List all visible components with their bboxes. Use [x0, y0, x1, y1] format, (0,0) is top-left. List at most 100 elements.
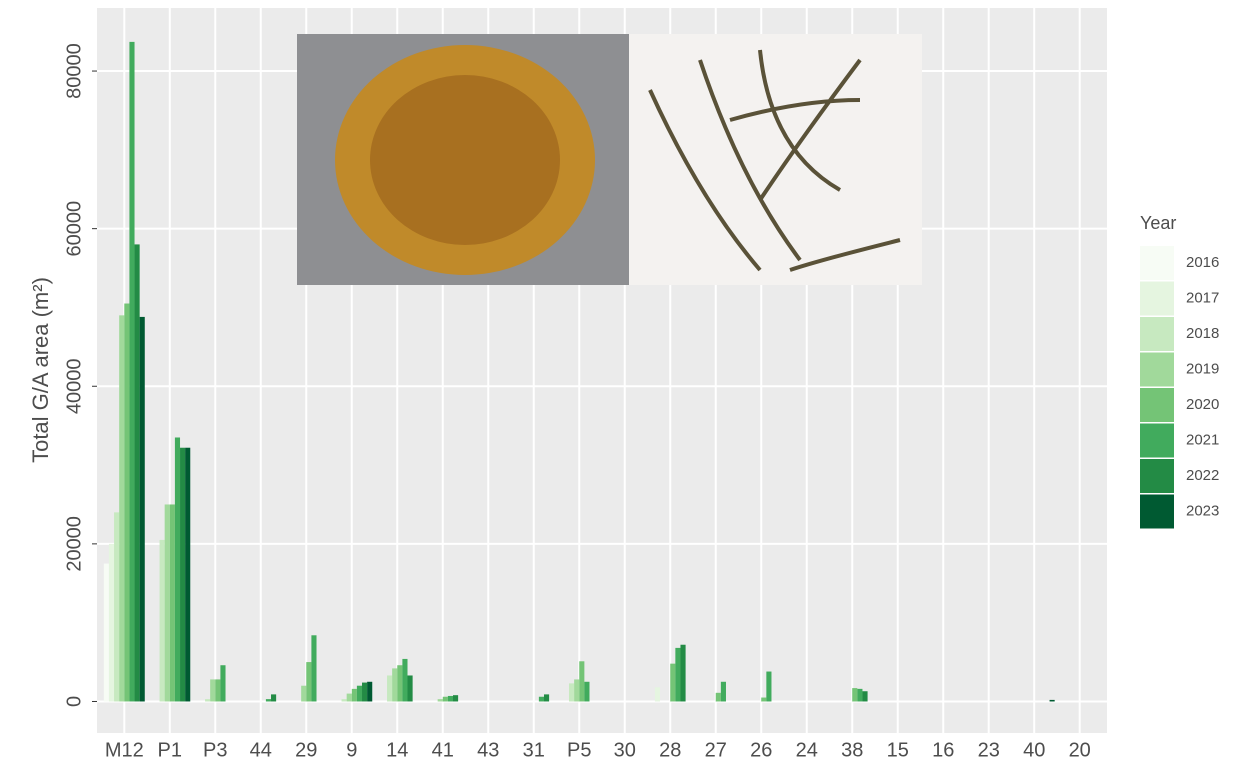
legend-key — [1140, 246, 1174, 280]
y-axis-title: Total G/A area (m²) — [28, 277, 53, 463]
legend-key — [1140, 388, 1174, 422]
bar — [306, 662, 311, 701]
bar — [175, 437, 180, 701]
x-tick-label: 16 — [932, 739, 954, 761]
x-tick-label: 24 — [796, 739, 818, 761]
x-tick-label: P3 — [203, 739, 227, 761]
bar — [135, 244, 140, 701]
photo-left-alga-core — [370, 75, 560, 245]
x-tick-label: 20 — [1069, 739, 1091, 761]
legend-key — [1140, 495, 1174, 529]
legend-key — [1140, 459, 1174, 493]
y-tick-label: 0 — [63, 696, 85, 707]
bar — [266, 699, 271, 701]
bar — [271, 694, 276, 701]
legend-label: 2016 — [1186, 254, 1219, 271]
legend-title: Year — [1140, 213, 1176, 233]
y-tick-label: 60000 — [63, 201, 85, 257]
legend-label: 2019 — [1186, 360, 1219, 377]
bar — [716, 693, 721, 702]
bar — [408, 675, 413, 701]
x-tick-label: 43 — [477, 739, 499, 761]
y-tick-label: 20000 — [63, 516, 85, 572]
bar — [387, 675, 392, 701]
x-tick-label: 29 — [295, 739, 317, 761]
bar — [119, 315, 124, 701]
bar — [367, 682, 372, 702]
x-tick-label: 40 — [1023, 739, 1045, 761]
bar — [857, 689, 862, 702]
bar — [675, 648, 680, 702]
x-tick-label: 44 — [250, 739, 272, 761]
legend-label: 2023 — [1186, 502, 1219, 519]
bar — [347, 694, 352, 702]
bar — [357, 686, 362, 702]
bar — [438, 699, 443, 701]
legend-label: 2021 — [1186, 431, 1219, 448]
legend-label: 2022 — [1186, 467, 1219, 484]
bar — [670, 664, 675, 702]
bar — [544, 694, 549, 701]
bar — [402, 659, 407, 702]
bar — [124, 304, 129, 702]
bar — [342, 699, 347, 701]
bar — [170, 504, 175, 701]
bar — [862, 691, 867, 701]
legend-label: 2018 — [1186, 325, 1219, 342]
legend-key — [1140, 353, 1174, 387]
bar — [539, 697, 544, 702]
x-tick-label: M12 — [105, 739, 144, 761]
bar — [574, 679, 579, 701]
bar — [114, 512, 119, 701]
bar — [362, 683, 367, 702]
inset-photos — [297, 34, 922, 285]
y-tick-label: 40000 — [63, 358, 85, 414]
x-tick-label: P1 — [158, 739, 182, 761]
bar — [180, 448, 185, 702]
x-tick-label: 23 — [978, 739, 1000, 761]
legend-key — [1140, 424, 1174, 458]
x-tick-label: 30 — [614, 739, 636, 761]
bar — [448, 696, 453, 702]
legend-key — [1140, 317, 1174, 351]
x-tick-label: 41 — [432, 739, 454, 761]
legend: 2016 2017 2018 2019 2020 2021 2022 2023 — [1140, 246, 1219, 529]
bar — [215, 679, 220, 701]
bar — [104, 564, 109, 702]
bar — [392, 668, 397, 701]
x-tick-label: 28 — [659, 739, 681, 761]
bar — [129, 42, 134, 702]
bar — [140, 317, 145, 702]
bar — [680, 645, 685, 702]
bar — [584, 682, 589, 702]
legend-label: 2017 — [1186, 289, 1219, 306]
bar — [852, 688, 857, 701]
bar — [205, 699, 210, 701]
bar — [721, 682, 726, 702]
chart: Total G/A area (m²) 0 20000 40000 60000 8000… — [0, 0, 1238, 768]
bar — [397, 665, 402, 701]
x-tick-label: 9 — [346, 739, 357, 761]
bar — [109, 544, 114, 702]
bar — [165, 504, 170, 701]
bar — [220, 665, 225, 701]
x-tick-label: 14 — [386, 739, 408, 761]
x-tick-label: P5 — [567, 739, 591, 761]
legend-label: 2020 — [1186, 396, 1219, 413]
bar — [1050, 700, 1055, 702]
x-tick-label: 31 — [523, 739, 545, 761]
x-tick-label: 27 — [705, 739, 727, 761]
x-tick-label: 38 — [841, 739, 863, 761]
bar — [443, 697, 448, 702]
bar — [185, 448, 190, 702]
bar — [766, 672, 771, 702]
y-tick-label: 80000 — [63, 43, 85, 99]
bar — [160, 540, 165, 702]
legend-key — [1140, 282, 1174, 316]
bar — [579, 661, 584, 701]
bar — [453, 695, 458, 701]
bar — [352, 689, 357, 702]
bar — [301, 686, 306, 702]
bar — [210, 679, 215, 701]
bar — [655, 687, 660, 701]
